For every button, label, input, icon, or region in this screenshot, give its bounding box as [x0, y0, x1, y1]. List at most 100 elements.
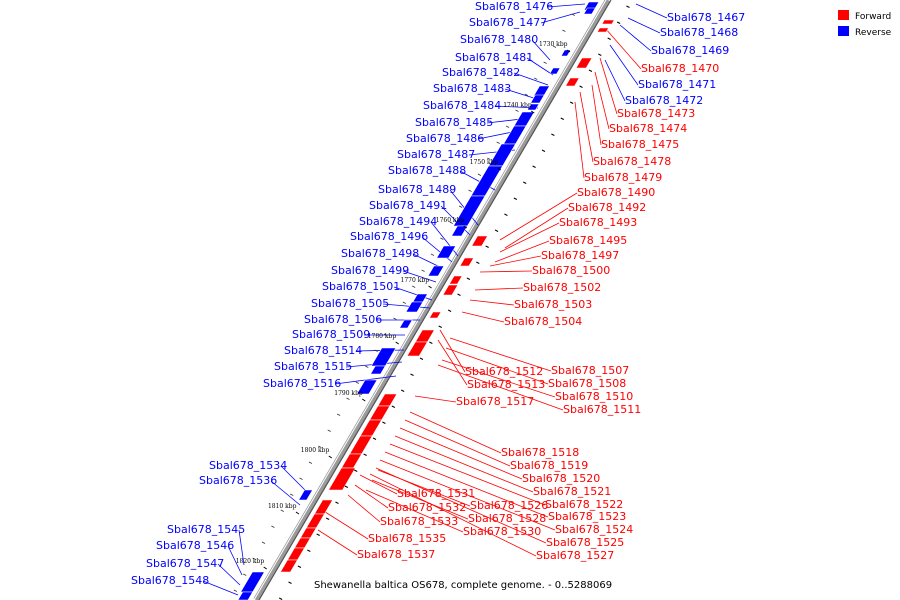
reverse-gene-feature[interactable] — [370, 347, 397, 367]
reverse-gene-label[interactable]: Sbal678_1472 — [625, 94, 703, 107]
forward-gene-feature[interactable] — [305, 513, 325, 529]
reverse-gene-label[interactable]: Sbal678_1515 — [274, 360, 352, 373]
reverse-gene-label[interactable]: Sbal678_1494 — [359, 215, 437, 228]
forward-gene-label[interactable]: Sbal678_1508 — [548, 377, 626, 390]
forward-gene-label[interactable]: Sbal678_1528 — [468, 512, 546, 525]
reverse-gene-feature[interactable] — [530, 94, 545, 104]
reverse-gene-label[interactable]: Sbal678_1496 — [350, 230, 428, 243]
forward-gene-feature[interactable] — [299, 527, 317, 539]
reverse-gene-feature[interactable] — [240, 571, 265, 593]
reverse-gene-label[interactable]: Sbal678_1501 — [322, 280, 400, 293]
forward-gene-feature[interactable] — [428, 311, 442, 319]
forward-gene-feature[interactable] — [601, 19, 615, 25]
forward-gene-feature[interactable] — [414, 329, 435, 343]
reverse-gene-label[interactable]: Sbal678_1480 — [460, 33, 538, 46]
forward-gene-feature[interactable] — [596, 27, 610, 33]
reverse-gene-label[interactable]: Sbal678_1498 — [341, 247, 419, 260]
forward-gene-label[interactable]: Sbal678_1490 — [577, 186, 655, 199]
forward-gene-label[interactable]: Sbal678_1507 — [551, 364, 629, 377]
reverse-gene-label[interactable]: Sbal678_1469 — [651, 44, 729, 57]
forward-gene-label[interactable]: Sbal678_1495 — [549, 234, 627, 247]
reverse-gene-label[interactable]: Sbal678_1516 — [263, 377, 341, 390]
forward-gene-label[interactable]: Sbal678_1493 — [559, 216, 637, 229]
reverse-gene-feature[interactable] — [405, 301, 424, 313]
reverse-gene-feature[interactable] — [436, 245, 457, 259]
reverse-gene-label[interactable]: Sbal678_1484 — [423, 99, 501, 112]
forward-gene-feature[interactable] — [293, 537, 311, 549]
reverse-gene-feature[interactable] — [298, 489, 314, 501]
reverse-gene-label[interactable]: Sbal678_1471 — [638, 78, 716, 91]
forward-gene-label[interactable]: Sbal678_1513 — [467, 378, 545, 391]
forward-gene-label[interactable]: Sbal678_1500 — [532, 264, 610, 277]
reverse-gene-label[interactable]: Sbal678_1487 — [397, 148, 475, 161]
forward-gene-label[interactable]: Sbal678_1537 — [357, 548, 435, 561]
forward-gene-label[interactable]: Sbal678_1522 — [545, 498, 623, 511]
forward-gene-label[interactable]: Sbal678_1524 — [555, 523, 633, 536]
reverse-gene-label[interactable]: Sbal678_1477 — [469, 16, 547, 29]
reverse-gene-feature[interactable] — [237, 591, 254, 600]
forward-gene-feature[interactable] — [565, 77, 580, 87]
reverse-gene-feature[interactable] — [452, 195, 486, 227]
reverse-gene-label[interactable]: Sbal678_1467 — [667, 11, 745, 24]
forward-gene-feature[interactable] — [340, 453, 363, 469]
forward-gene-feature[interactable] — [313, 499, 334, 515]
forward-gene-label[interactable]: Sbal678_1535 — [368, 532, 446, 545]
forward-gene-feature[interactable] — [279, 559, 298, 573]
forward-gene-label[interactable]: Sbal678_1531 — [397, 487, 475, 500]
forward-gene-label[interactable]: Sbal678_1523 — [548, 510, 626, 523]
reverse-gene-label[interactable]: Sbal678_1548 — [131, 574, 209, 587]
forward-gene-label[interactable]: Sbal678_1525 — [546, 536, 624, 549]
forward-gene-feature[interactable] — [575, 57, 593, 69]
forward-gene-label[interactable]: Sbal678_1511 — [563, 403, 641, 416]
reverse-gene-label[interactable]: Sbal678_1489 — [378, 183, 456, 196]
reverse-gene-label[interactable]: Sbal678_1514 — [284, 344, 362, 357]
forward-gene-feature[interactable] — [471, 235, 489, 247]
reverse-gene-feature[interactable] — [370, 365, 386, 375]
forward-gene-label[interactable]: Sbal678_1478 — [593, 155, 671, 168]
forward-gene-label[interactable]: Sbal678_1502 — [523, 281, 601, 294]
reverse-gene-label[interactable]: Sbal678_1546 — [156, 539, 234, 552]
forward-gene-label[interactable]: Sbal678_1492 — [568, 201, 646, 214]
reverse-gene-label[interactable]: Sbal678_1505 — [311, 297, 389, 310]
forward-gene-label[interactable]: Sbal678_1473 — [617, 107, 695, 120]
forward-gene-feature[interactable] — [448, 275, 463, 285]
forward-gene-feature[interactable] — [442, 284, 459, 296]
reverse-gene-label[interactable]: Sbal678_1547 — [146, 557, 224, 570]
forward-gene-label[interactable]: Sbal678_1530 — [463, 525, 541, 538]
reverse-gene-label[interactable]: Sbal678_1481 — [455, 51, 533, 64]
reverse-gene-feature[interactable] — [427, 265, 445, 277]
forward-gene-label[interactable]: Sbal678_1519 — [510, 459, 588, 472]
reverse-gene-feature[interactable] — [451, 225, 468, 237]
forward-gene-label[interactable]: Sbal678_1510 — [555, 390, 633, 403]
forward-gene-label[interactable]: Sbal678_1479 — [584, 171, 662, 184]
forward-gene-feature[interactable] — [377, 393, 398, 407]
reverse-gene-label[interactable]: Sbal678_1509 — [292, 328, 370, 341]
forward-gene-label[interactable]: Sbal678_1521 — [533, 485, 611, 498]
forward-gene-label[interactable]: Sbal678_1518 — [501, 446, 579, 459]
reverse-gene-feature[interactable] — [356, 379, 378, 395]
forward-gene-label[interactable]: Sbal678_1532 — [388, 501, 466, 514]
reverse-gene-label[interactable]: Sbal678_1483 — [433, 82, 511, 95]
forward-gene-label[interactable]: Sbal678_1526 — [470, 499, 548, 512]
reverse-gene-label[interactable]: Sbal678_1499 — [331, 264, 409, 277]
reverse-gene-label[interactable]: Sbal678_1485 — [415, 116, 493, 129]
reverse-gene-label[interactable]: Sbal678_1482 — [442, 66, 520, 79]
reverse-gene-label[interactable]: Sbal678_1488 — [388, 164, 466, 177]
reverse-gene-label[interactable]: Sbal678_1486 — [406, 132, 484, 145]
forward-gene-label[interactable]: Sbal678_1475 — [601, 138, 679, 151]
forward-gene-label[interactable]: Sbal678_1517 — [456, 395, 534, 408]
forward-gene-feature[interactable] — [327, 467, 356, 491]
forward-gene-feature[interactable] — [406, 341, 428, 357]
reverse-gene-feature[interactable] — [560, 49, 572, 57]
reverse-gene-feature[interactable] — [513, 111, 535, 127]
forward-gene-label[interactable]: Sbal678_1503 — [514, 298, 592, 311]
reverse-gene-label[interactable]: Sbal678_1536 — [199, 474, 277, 487]
reverse-gene-label[interactable]: Sbal678_1491 — [369, 199, 447, 212]
forward-gene-label[interactable]: Sbal678_1504 — [504, 315, 582, 328]
reverse-gene-label[interactable]: Sbal678_1476 — [475, 0, 553, 13]
reverse-gene-label[interactable]: Sbal678_1506 — [304, 313, 382, 326]
forward-gene-feature[interactable] — [286, 547, 306, 561]
reverse-gene-feature[interactable] — [412, 293, 429, 303]
reverse-gene-label[interactable]: Sbal678_1534 — [209, 459, 287, 472]
reverse-gene-feature[interactable] — [533, 85, 551, 97]
